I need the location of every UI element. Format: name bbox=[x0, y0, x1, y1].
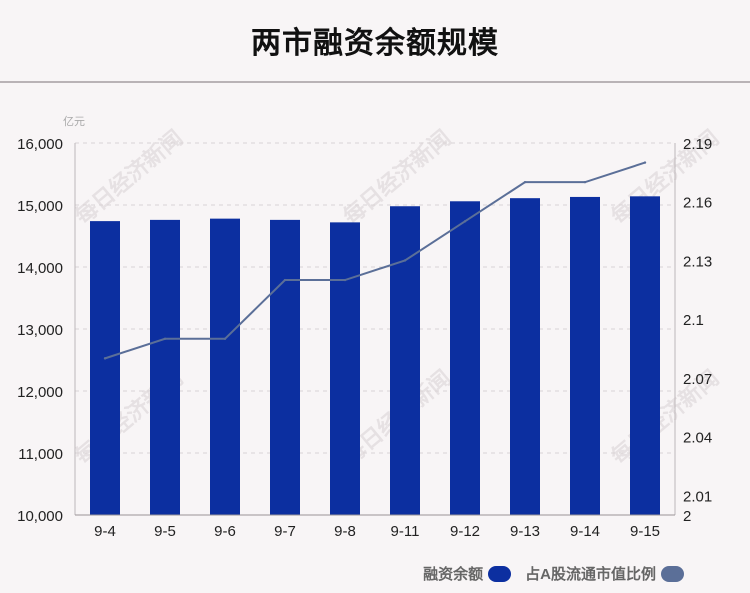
y-left-tick-label: 12,000 bbox=[17, 384, 63, 401]
y-left-tick-label: 13,000 bbox=[17, 322, 63, 339]
line-point bbox=[643, 161, 647, 164]
bar bbox=[630, 196, 660, 515]
legend: 融资余额 占A股流通市值比例 bbox=[409, 563, 684, 584]
line-point bbox=[463, 220, 467, 223]
x-tick-label: 9-6 bbox=[214, 523, 236, 540]
x-tick-label: 9-13 bbox=[510, 523, 540, 540]
y-left-tick-label: 14,000 bbox=[17, 260, 63, 277]
x-tick-label: 9-4 bbox=[94, 523, 116, 540]
y-left-tick-label: 11,000 bbox=[18, 446, 63, 463]
line-point bbox=[343, 278, 347, 282]
bar bbox=[330, 222, 360, 516]
y-right-tick-label: 2.1 bbox=[683, 312, 704, 329]
chart-title: 两市融资余额规模 bbox=[251, 27, 499, 60]
legend-swatch-bars bbox=[488, 565, 512, 582]
bar bbox=[570, 196, 600, 515]
legend-swatch-line bbox=[661, 565, 684, 582]
legend-item-bars: 融资余额 bbox=[423, 563, 512, 584]
bar bbox=[270, 219, 300, 515]
x-tick-label: 9-15 bbox=[630, 523, 660, 540]
bar bbox=[210, 218, 240, 515]
x-tick-label: 9-11 bbox=[391, 523, 420, 540]
x-tick-label: 9-8 bbox=[334, 523, 356, 540]
line-point bbox=[523, 180, 527, 184]
x-tick-label: 9-7 bbox=[274, 523, 296, 540]
legend-label-line: 占A股流通市值比例 bbox=[525, 566, 656, 583]
line-point bbox=[103, 357, 107, 360]
line-point bbox=[223, 337, 227, 340]
bar bbox=[450, 201, 480, 515]
y-axis-unit: 亿元 bbox=[63, 115, 85, 128]
bar bbox=[390, 206, 420, 516]
y-right-tick-label: 2.19 bbox=[683, 136, 712, 153]
bar bbox=[150, 219, 180, 515]
y-right-tick-label: 2.13 bbox=[683, 253, 712, 270]
y-left-tick-label: 10,000 bbox=[17, 508, 63, 525]
x-tick-label: 9-12 bbox=[450, 523, 480, 540]
y-right-tick-label: 2.07 bbox=[683, 371, 712, 388]
x-tick-label: 9-14 bbox=[570, 523, 600, 540]
y-right-tick-label: 2.16 bbox=[683, 195, 712, 212]
ratio-line bbox=[104, 161, 646, 360]
y-right-tick-label: 2.01 bbox=[683, 488, 712, 505]
line-point bbox=[163, 337, 167, 340]
bar bbox=[90, 221, 120, 515]
line-point bbox=[403, 259, 407, 262]
y-left-tick-label: 16,000 bbox=[17, 136, 63, 153]
line-point bbox=[583, 180, 587, 184]
legend-label-bars: 融资余额 bbox=[423, 566, 484, 583]
y-right-tick-label: 2 bbox=[683, 508, 691, 525]
title-divider bbox=[0, 81, 750, 83]
x-tick-label: 9-5 bbox=[154, 523, 176, 540]
y-left-tick-label: 15,000 bbox=[17, 198, 63, 215]
bar bbox=[510, 198, 540, 515]
y-right-tick-label: 2.04 bbox=[683, 430, 712, 447]
line-point bbox=[283, 278, 287, 282]
legend-item-line: 占A股流通市值比例 bbox=[525, 563, 684, 584]
